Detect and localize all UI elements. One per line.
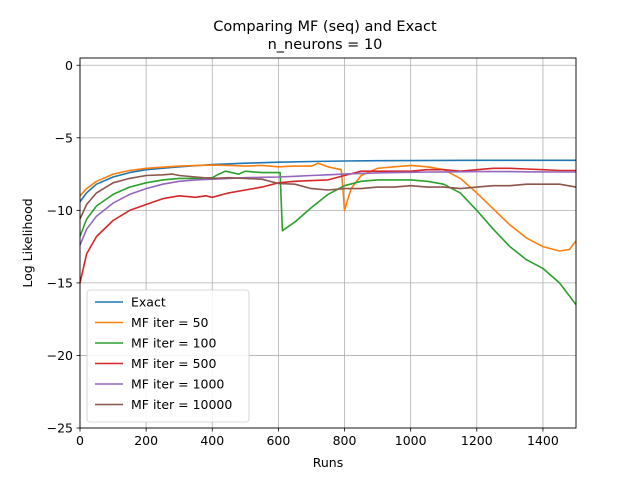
- legend-label-3: MF iter = 500: [131, 356, 216, 371]
- x-tick-label: 400: [200, 433, 224, 448]
- chart-title: Comparing MF (seq) and Exact: [213, 19, 437, 35]
- series-line-0: [79, 159, 576, 203]
- series-line-1: [79, 162, 577, 252]
- series-line-4: [79, 170, 576, 246]
- legend-label-1: MF iter = 50: [131, 315, 209, 330]
- x-tick-label: 800: [333, 433, 357, 448]
- y-tick-label: −5: [55, 130, 73, 145]
- legend-label-0: Exact: [131, 295, 166, 310]
- x-tick-label: 1200: [461, 433, 493, 448]
- x-tick-label: 0: [76, 433, 84, 448]
- y-tick-label: 0: [65, 58, 73, 73]
- legend-box: [86, 289, 250, 423]
- y-axis-label: Log Likelihood: [20, 198, 35, 287]
- axis-ticks: 0 200 400 600 800 1000 1200 1400 0 −5 −10 −15 −20 −25: [47, 58, 559, 448]
- x-axis-label: Runs: [313, 455, 343, 470]
- x-tick-label: 1000: [395, 433, 427, 448]
- y-tick-label: −15: [47, 275, 73, 290]
- series-line-2: [79, 170, 577, 306]
- y-tick-label: −20: [47, 348, 73, 363]
- legend-label-2: MF iter = 100: [131, 336, 216, 351]
- y-tick-label: −25: [47, 421, 73, 436]
- legend-label-4: MF iter = 1000: [131, 377, 224, 392]
- plot-lines: [79, 159, 577, 306]
- x-tick-label: 600: [266, 433, 290, 448]
- x-tick-label: 1400: [527, 433, 559, 448]
- legend-label-5: MF iter = 10000: [131, 397, 232, 412]
- chart-subtitle: n_neurons = 10: [268, 37, 383, 53]
- y-tick-label: −10: [47, 203, 73, 218]
- x-tick-label: 200: [134, 433, 158, 448]
- plot-frame: [79, 57, 577, 429]
- series-line-5: [79, 173, 577, 220]
- legend: Exact MF iter = 50 MF iter = 100 MF iter = …: [86, 289, 250, 423]
- series-line-3: [79, 167, 576, 284]
